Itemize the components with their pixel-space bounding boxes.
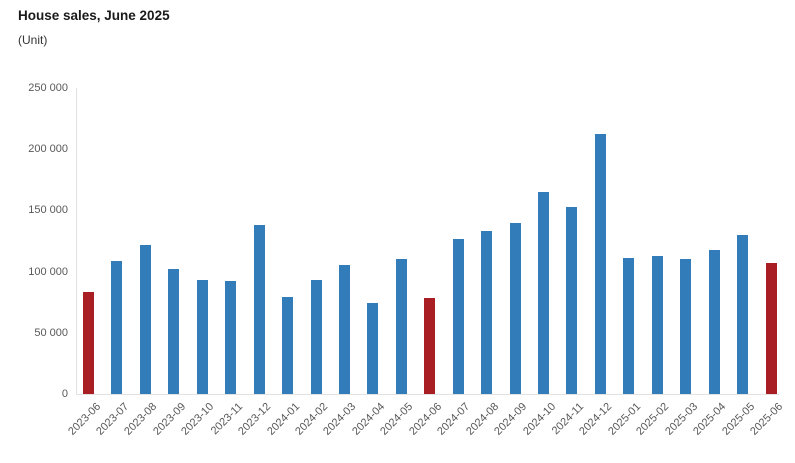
bar-2025-06 — [765, 263, 777, 394]
bar-2024-02 — [310, 280, 322, 394]
bar-2023-11 — [225, 280, 237, 394]
bar-2023-06 — [83, 292, 94, 394]
y-axis-tick-label: 50 000 — [34, 326, 68, 339]
bar-2024-03 — [338, 265, 350, 394]
bar-2024-06 — [424, 297, 436, 394]
bar-2023-10 — [196, 280, 208, 394]
y-axis-tick-label: 250 000 — [28, 82, 68, 94]
bar-2023-12 — [253, 225, 265, 394]
bar-2024-08 — [481, 230, 493, 394]
bar-2024-10 — [538, 192, 550, 394]
bar-2023-08 — [139, 244, 151, 394]
bar-2024-01 — [282, 296, 294, 394]
bar-2025-02 — [651, 256, 663, 394]
bar-2025-04 — [708, 249, 720, 394]
chart-subtitle: (Unit) — [18, 33, 48, 47]
bar-2024-11 — [566, 206, 578, 394]
bar-2025-03 — [680, 258, 692, 394]
bar-2024-12 — [594, 133, 606, 394]
chart-title: House sales, June 2025 — [18, 8, 170, 23]
bar-2024-04 — [367, 302, 379, 394]
y-axis-tick-label: 100 000 — [28, 265, 68, 278]
bar-2024-09 — [509, 222, 521, 394]
bar-2023-07 — [111, 260, 123, 394]
x-axis-line — [76, 394, 779, 395]
bar-2024-07 — [452, 239, 464, 394]
y-axis-tick-label: 0 — [61, 388, 68, 400]
bar-2023-09 — [168, 269, 180, 394]
y-axis-line — [76, 88, 77, 394]
bar-2025-05 — [737, 235, 749, 394]
bar-2024-05 — [395, 259, 407, 394]
y-axis-tick-label: 150 000 — [28, 204, 68, 217]
bar-2025-01 — [623, 257, 635, 394]
y-axis-tick-label: 200 000 — [28, 143, 68, 156]
